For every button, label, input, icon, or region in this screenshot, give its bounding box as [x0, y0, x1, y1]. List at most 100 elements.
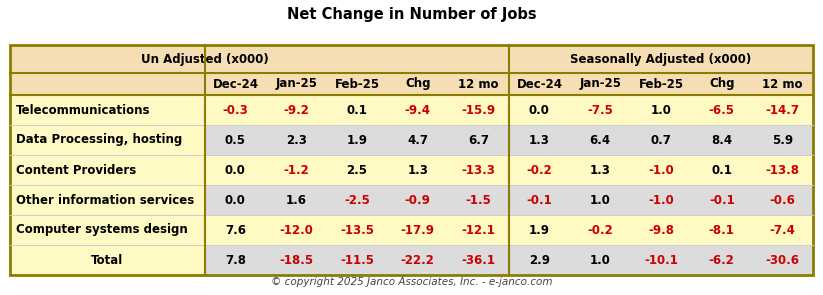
Bar	[509, 73, 570, 95]
Text: -13.8: -13.8	[765, 163, 800, 176]
Text: 1.9: 1.9	[346, 134, 368, 147]
Text: Feb-25: Feb-25	[639, 78, 684, 91]
Bar	[509, 245, 570, 275]
Bar	[388, 245, 449, 275]
Bar	[327, 155, 388, 185]
Text: 0.1: 0.1	[711, 163, 732, 176]
Bar	[570, 155, 630, 185]
Text: -7.4: -7.4	[770, 224, 796, 237]
Bar	[509, 215, 570, 245]
Bar	[327, 95, 388, 125]
Text: 1.3: 1.3	[529, 134, 550, 147]
Text: 1.6: 1.6	[286, 194, 307, 206]
Text: Net Change in Number of Jobs: Net Change in Number of Jobs	[286, 7, 537, 22]
Text: -22.2: -22.2	[401, 253, 435, 266]
Bar	[752, 185, 813, 215]
Bar	[10, 245, 205, 275]
Bar	[570, 95, 630, 125]
Text: -0.2: -0.2	[588, 224, 613, 237]
Text: 7.8: 7.8	[225, 253, 246, 266]
Text: -14.7: -14.7	[765, 104, 800, 117]
Text: 0.1: 0.1	[346, 104, 367, 117]
Bar	[630, 155, 691, 185]
Text: Dec-24: Dec-24	[212, 78, 258, 91]
Bar	[752, 155, 813, 185]
Text: Data Processing, hosting: Data Processing, hosting	[16, 134, 182, 147]
Text: -1.0: -1.0	[649, 194, 674, 206]
Text: -9.2: -9.2	[283, 104, 309, 117]
Bar	[10, 215, 205, 245]
Text: -13.3: -13.3	[462, 163, 495, 176]
Text: -13.5: -13.5	[340, 224, 374, 237]
Bar	[691, 125, 752, 155]
Text: 12 mo: 12 mo	[458, 78, 499, 91]
Bar	[509, 125, 570, 155]
Bar	[691, 215, 752, 245]
Bar	[10, 125, 205, 155]
Bar	[266, 73, 327, 95]
Text: 5.9: 5.9	[772, 134, 793, 147]
Text: 1.0: 1.0	[650, 104, 672, 117]
Text: -0.1: -0.1	[709, 194, 735, 206]
Bar	[388, 95, 449, 125]
Text: Other information services: Other information services	[16, 194, 194, 206]
Text: -18.5: -18.5	[279, 253, 314, 266]
Bar	[327, 125, 388, 155]
Text: 6.4: 6.4	[589, 134, 611, 147]
Bar	[10, 185, 205, 215]
Bar	[388, 185, 449, 215]
Bar	[266, 185, 327, 215]
Bar	[691, 73, 752, 95]
Bar	[449, 155, 509, 185]
Text: -8.1: -8.1	[709, 224, 735, 237]
Bar	[691, 155, 752, 185]
Bar	[570, 185, 630, 215]
Bar	[10, 95, 205, 125]
Text: -17.9: -17.9	[401, 224, 435, 237]
Bar	[509, 185, 570, 215]
Text: 1.9: 1.9	[529, 224, 550, 237]
Text: -2.5: -2.5	[344, 194, 370, 206]
Text: Seasonally Adjusted (x000): Seasonally Adjusted (x000)	[570, 53, 751, 65]
Bar	[205, 125, 266, 155]
Bar	[10, 45, 813, 275]
Bar	[266, 245, 327, 275]
Bar	[327, 245, 388, 275]
Bar	[752, 95, 813, 125]
Bar	[205, 245, 266, 275]
Text: 8.4: 8.4	[711, 134, 732, 147]
Text: Chg: Chg	[405, 78, 430, 91]
Bar	[752, 125, 813, 155]
Text: 1.3: 1.3	[590, 163, 611, 176]
Bar	[630, 185, 691, 215]
Bar	[752, 245, 813, 275]
Bar	[266, 95, 327, 125]
Bar	[509, 155, 570, 185]
Bar	[449, 245, 509, 275]
Bar	[388, 125, 449, 155]
Bar	[205, 73, 266, 95]
Bar	[327, 185, 388, 215]
Bar	[449, 215, 509, 245]
Text: 2.3: 2.3	[286, 134, 307, 147]
Bar	[449, 185, 509, 215]
Bar	[630, 215, 691, 245]
Bar	[630, 95, 691, 125]
Bar	[570, 215, 630, 245]
Bar	[388, 215, 449, 245]
Text: -0.9: -0.9	[405, 194, 430, 206]
Bar	[205, 45, 509, 73]
Text: 7.6: 7.6	[225, 224, 246, 237]
Text: -9.4: -9.4	[405, 104, 430, 117]
Bar	[630, 73, 691, 95]
Text: -6.5: -6.5	[709, 104, 735, 117]
Text: -10.1: -10.1	[644, 253, 678, 266]
Text: -0.2: -0.2	[527, 163, 552, 176]
Bar	[449, 95, 509, 125]
Text: Computer systems design: Computer systems design	[16, 224, 188, 237]
Bar	[449, 73, 509, 95]
Text: -1.2: -1.2	[283, 163, 309, 176]
Text: Jan-25: Jan-25	[579, 78, 621, 91]
Text: Telecommunications: Telecommunications	[16, 104, 151, 117]
Bar	[205, 95, 266, 125]
